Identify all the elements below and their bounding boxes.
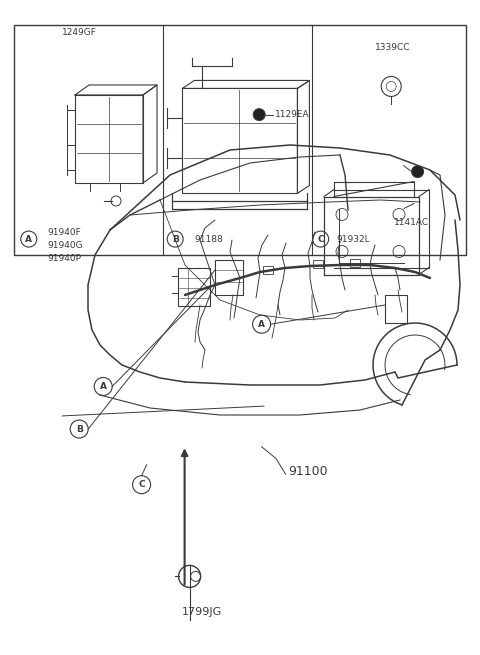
Circle shape	[412, 166, 424, 178]
Text: 91932L: 91932L	[336, 234, 370, 244]
Text: 91940G: 91940G	[47, 241, 83, 250]
Text: 91100: 91100	[288, 465, 328, 478]
Text: 1129EA: 1129EA	[275, 110, 310, 119]
Text: 91940P: 91940P	[47, 254, 81, 263]
Text: B: B	[76, 424, 83, 434]
Text: 1799JG: 1799JG	[181, 607, 222, 618]
Text: 1249GF: 1249GF	[62, 28, 96, 37]
Text: 91188: 91188	[194, 234, 223, 244]
Text: 91940F: 91940F	[47, 228, 81, 237]
Circle shape	[253, 109, 265, 121]
Text: B: B	[172, 234, 179, 244]
Text: A: A	[25, 234, 32, 244]
Text: 1339CC: 1339CC	[375, 43, 411, 52]
Text: A: A	[258, 320, 265, 329]
Text: C: C	[138, 480, 145, 489]
Text: C: C	[317, 234, 324, 244]
Text: 1141AC: 1141AC	[394, 218, 429, 227]
Text: A: A	[100, 382, 107, 391]
